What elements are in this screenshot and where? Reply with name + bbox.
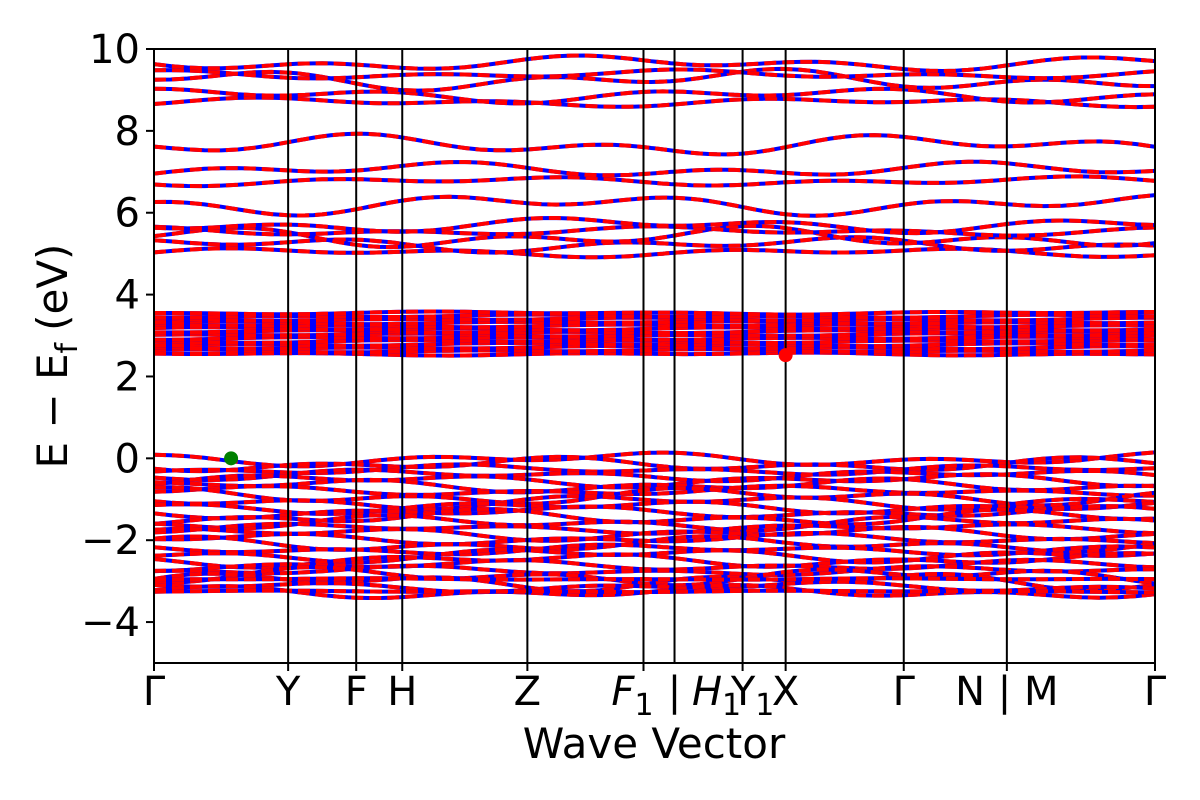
band-line-red (154, 223, 1155, 250)
band-line-red (154, 565, 1155, 588)
y-tick-label: 8 (115, 109, 140, 155)
y-axis-title: E − Ef (eV) (28, 244, 85, 469)
x-tick-label: N | M (955, 669, 1058, 715)
band-line-red (154, 319, 1155, 327)
band-line-red (154, 504, 1155, 521)
band-line-red (154, 476, 1155, 495)
band-line-red (154, 66, 1155, 93)
band-line-red (154, 347, 1155, 355)
y-axis-title-unit: (eV) (28, 244, 77, 331)
y-axis-title-sub: f (50, 341, 85, 353)
band-line-red (154, 193, 1155, 218)
y-axis: −4 −2 0 2 4 6 8 10 (81, 27, 154, 646)
band-line-blue (154, 131, 1155, 157)
x-tick-label: Y (275, 669, 301, 715)
bands (154, 53, 1155, 600)
y-tick-label: 4 (115, 273, 140, 319)
y-tick-label: 10 (89, 27, 140, 73)
x-tick-label: F (345, 669, 368, 715)
band-line-red (154, 67, 1155, 81)
band-line-red (154, 499, 1155, 516)
cbm-point (778, 348, 793, 363)
band-line-red (154, 588, 1155, 595)
band-line-red (154, 576, 1155, 582)
band-line-red (154, 235, 1155, 255)
x-tick-label: F1 (611, 669, 653, 723)
band-line-red (154, 86, 1155, 106)
y-axis-title-main: E − E (28, 353, 77, 468)
band-line-red (154, 485, 1155, 508)
x-tick-label: Γ (143, 669, 166, 715)
x-tick-label: X (772, 669, 799, 715)
band-line-red (154, 334, 1155, 342)
x-axis-title: Wave Vector (523, 719, 786, 768)
band-line-red (154, 579, 1155, 595)
band-line-red (154, 483, 1155, 498)
band-line-red (154, 95, 1155, 110)
plot-frame (153, 48, 1156, 664)
x-tick-label: Γ (1144, 669, 1167, 715)
x-tick-label: Y1 (730, 669, 775, 723)
extrema-points (224, 348, 793, 466)
y-tick-label: 6 (115, 191, 140, 237)
band-line-red (154, 309, 1155, 317)
band-line-red (154, 131, 1155, 157)
x-tick-label: | (668, 669, 681, 715)
x-tick-label: Z (514, 669, 541, 715)
band-line-red (154, 174, 1155, 189)
band-line-red (154, 525, 1155, 543)
band-line-red (154, 542, 1155, 558)
y-tick-label: 2 (115, 354, 140, 400)
band-line-red (154, 551, 1155, 570)
band-line-red (154, 246, 1155, 260)
band-line-red (154, 462, 1155, 477)
y-tick-label: −2 (81, 518, 140, 564)
band-line-red (154, 215, 1155, 236)
kpoint-lines (287, 49, 1008, 663)
y-tick-label: 0 (115, 436, 140, 482)
vbm-point (224, 451, 239, 466)
band-line-red (154, 341, 1155, 349)
band-line-red (154, 547, 1155, 565)
band-line-red (154, 312, 1155, 320)
band-line-red (154, 159, 1155, 178)
x-tick-label: Γ (893, 669, 916, 715)
band-line-red (154, 454, 1155, 474)
band-line-red (154, 325, 1155, 333)
band-line-red (154, 53, 1155, 74)
x-tick-label: H (387, 669, 417, 715)
y-tick-label: −4 (81, 600, 140, 646)
band-line-red (154, 467, 1155, 484)
band-line-red (154, 513, 1155, 533)
